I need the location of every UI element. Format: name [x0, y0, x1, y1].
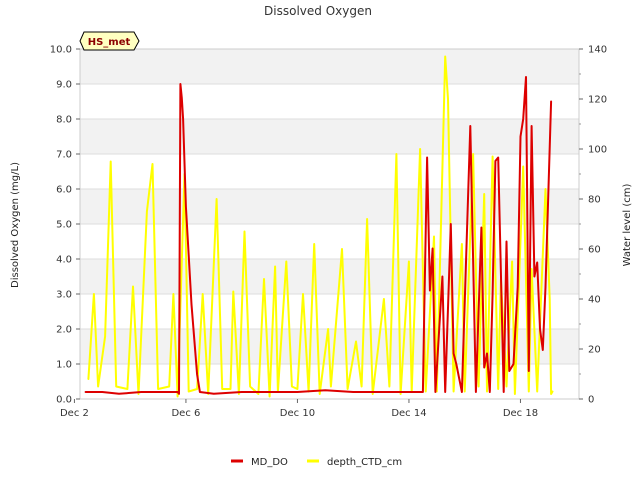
background-band — [80, 49, 579, 84]
y-axis-left-title: Dissolved Oxygen (mg/L) — [10, 162, 21, 288]
y-axis-right-ticks: 0 20 40 60 80 100 120 140 — [579, 45, 607, 406]
y-axis-right-title: Water level (cm) — [622, 184, 633, 267]
x-axis-ticks: Dec 2 Dec 6 Dec 10 Dec 14 Dec 18 — [60, 399, 538, 419]
y-tick-label: 8.0 — [56, 115, 72, 126]
y2-tick-label: 80 — [588, 195, 601, 206]
y-tick-label: 10.0 — [50, 45, 72, 56]
y-axis-left-ticks: 0.0 1.0 2.0 3.0 4.0 5.0 6.0 7.0 8.0 9.0 10.0 — [50, 45, 80, 406]
y-tick-label: 4.0 — [56, 255, 72, 266]
y-tick-label: 2.0 — [56, 325, 72, 336]
y2-tick-label: 120 — [588, 95, 607, 106]
series-layer — [84, 55, 554, 398]
y2-tick-label: 140 — [588, 45, 607, 56]
x-tick-label: Dec 10 — [280, 408, 315, 419]
series-line-md-do — [84, 76, 553, 395]
y-tick-label: 5.0 — [56, 220, 72, 231]
y2-tick-label: 20 — [588, 345, 601, 356]
y-tick-label: 0.0 — [56, 395, 72, 406]
station-badge-label: HS_met — [88, 37, 131, 48]
legend: MD_DO depth_CTD_cm — [231, 457, 402, 468]
y2-tick-label: 0 — [588, 395, 594, 406]
chart-title: Dissolved Oxygen — [264, 4, 372, 18]
station-badge-box — [79, 31, 140, 51]
x-tick-label: Dec 14 — [391, 408, 426, 419]
y-tick-label: 1.0 — [56, 360, 72, 371]
x-tick-label: Dec 18 — [503, 408, 538, 419]
y-tick-label: 3.0 — [56, 290, 72, 301]
series-line-depth-ctd-cm — [87, 55, 554, 398]
station-badge: HS_met — [79, 31, 140, 51]
background-band — [80, 189, 579, 224]
y2-tick-label: 100 — [588, 145, 607, 156]
y-tick-label: 9.0 — [56, 80, 72, 91]
y-tick-label: 6.0 — [56, 185, 72, 196]
y2-tick-label: 40 — [588, 295, 601, 306]
y-tick-label: 7.0 — [56, 150, 72, 161]
y2-tick-label: 60 — [588, 245, 601, 256]
background-band — [80, 119, 579, 154]
x-tick-label: Dec 6 — [171, 408, 200, 419]
legend-label-md-do: MD_DO — [251, 457, 288, 468]
legend-label-depth-ctd: depth_CTD_cm — [327, 457, 402, 468]
background-band — [80, 84, 579, 119]
background-band — [80, 154, 579, 189]
x-tick-label: Dec 2 — [60, 408, 89, 419]
